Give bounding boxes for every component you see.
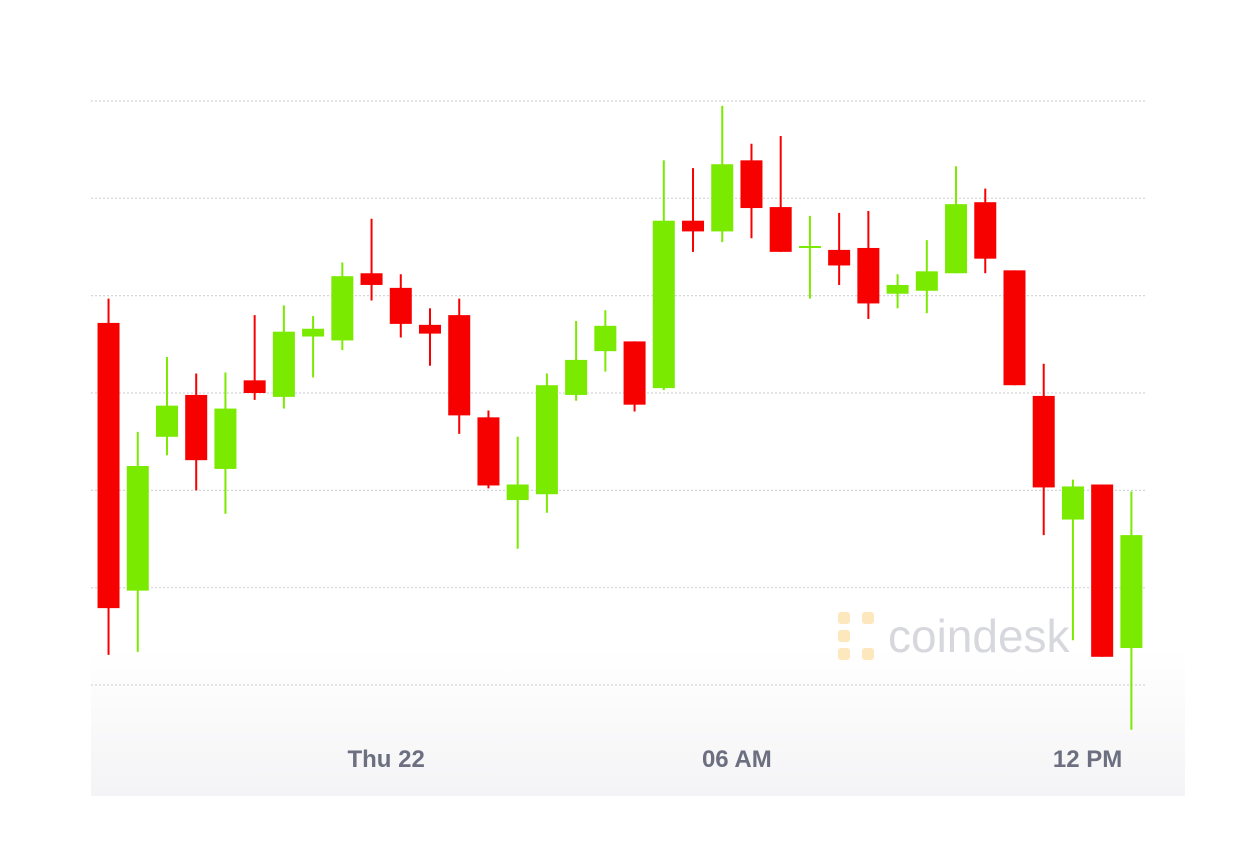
- candle-body: [915, 271, 938, 291]
- candle-body: [594, 325, 617, 352]
- candle-body: [331, 276, 354, 341]
- candle-body: [185, 394, 208, 461]
- candle-body: [419, 324, 442, 334]
- candles: [97, 105, 1143, 730]
- candle-body: [740, 160, 763, 209]
- candle-body: [448, 315, 471, 416]
- x-tick-label: 06 AM: [702, 746, 772, 773]
- candle-body: [302, 328, 325, 337]
- plot-background: [91, 60, 1185, 796]
- candle-body: [243, 380, 266, 393]
- candle-body: [974, 202, 997, 259]
- candle-body: [828, 249, 851, 266]
- candle-body: [1061, 486, 1084, 520]
- candle-body: [857, 247, 880, 304]
- candle-body: [798, 246, 821, 249]
- candle-body: [272, 331, 295, 397]
- candle-body: [360, 273, 383, 285]
- candle-body: [1032, 395, 1055, 488]
- candle-body: [477, 417, 500, 486]
- candle-body: [389, 287, 412, 324]
- candle-body: [506, 484, 529, 501]
- x-axis: Thu 22 06 AM 12 PM: [347, 746, 1122, 773]
- candle-body: [769, 207, 792, 252]
- candle-body: [126, 466, 149, 591]
- candle-body: [155, 405, 178, 437]
- x-tick-label: Thu 22: [347, 746, 424, 773]
- candle-body: [945, 204, 968, 274]
- candle-body: [623, 341, 646, 405]
- candle-body: [711, 164, 734, 232]
- watermark-logo: [838, 612, 874, 660]
- candle-body: [97, 322, 120, 609]
- watermark: coindesk: [888, 610, 1071, 662]
- candle-body: [1091, 484, 1114, 657]
- candle-body: [886, 284, 909, 294]
- candle-body: [1120, 535, 1143, 649]
- candle-body: [1003, 270, 1026, 386]
- x-tick-label: 12 PM: [1053, 746, 1122, 773]
- candle-body: [214, 408, 237, 469]
- candle-body: [652, 220, 675, 389]
- candle-body: [682, 220, 705, 232]
- candle-body: [565, 359, 588, 395]
- candle-body: [535, 385, 558, 495]
